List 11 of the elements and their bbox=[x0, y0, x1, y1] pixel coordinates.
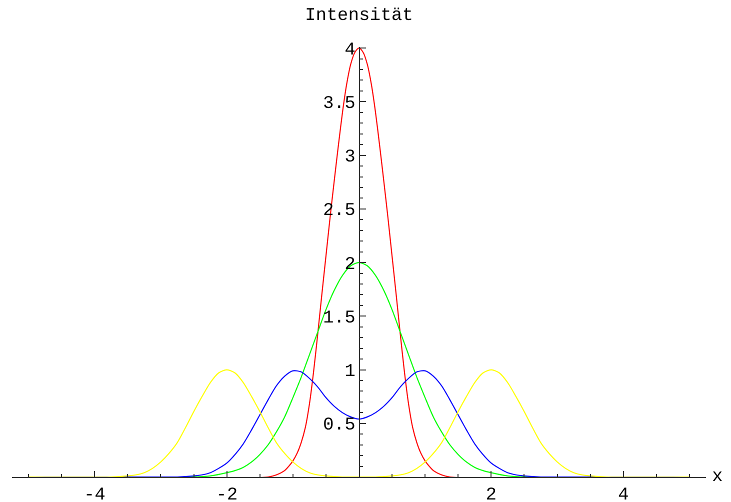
y-tick-label: 3 bbox=[344, 148, 356, 168]
y-tick-label: 1.5 bbox=[322, 308, 356, 328]
y-axis-title: Intensität bbox=[305, 6, 414, 26]
y-tick-label: 1 bbox=[344, 362, 356, 382]
x-tick-label: -2 bbox=[216, 486, 238, 502]
x-axis-title: x bbox=[712, 467, 723, 487]
y-tick-label: 4 bbox=[344, 40, 356, 60]
x-tick-label: 2 bbox=[486, 486, 497, 502]
y-tick-label: 0.5 bbox=[322, 416, 356, 436]
x-tick-label: 4 bbox=[618, 486, 629, 502]
x-tick-label: -4 bbox=[84, 486, 106, 502]
